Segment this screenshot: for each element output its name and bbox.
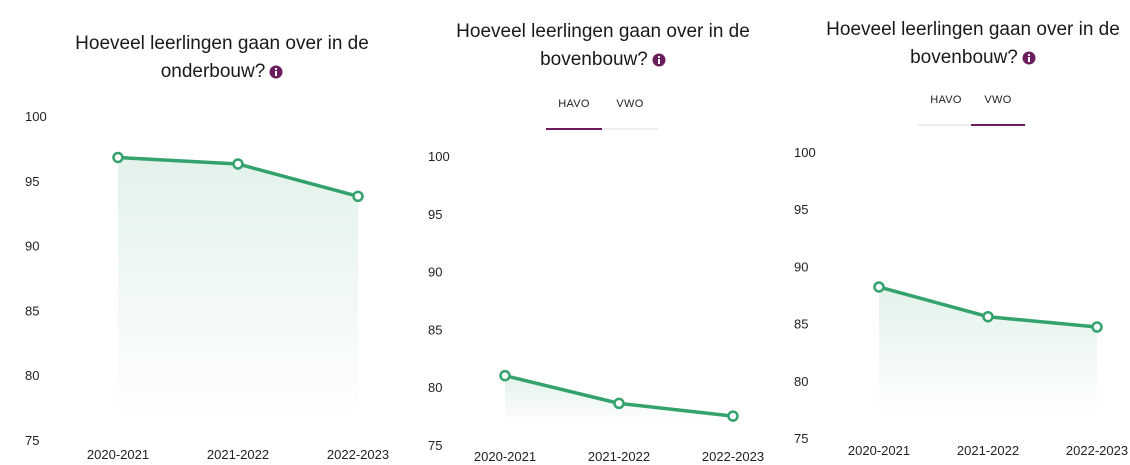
x-tick-label: 2020-2021 [474, 449, 536, 464]
x-tick-label: 2022-2023 [1066, 443, 1128, 458]
y-tick-label: 95 [25, 174, 39, 189]
x-tick-label: 2021-2022 [588, 449, 650, 464]
x-tick-label: 2021-2022 [957, 443, 1019, 458]
chart-title: Hoeveel leerlingen gaan over in de boven… [810, 16, 1130, 72]
point [1091, 321, 1103, 333]
tab[interactable]: VWO [984, 94, 1011, 106]
point [352, 190, 364, 203]
y-tick-label: 85 [794, 317, 808, 332]
area [505, 375, 733, 425]
chart: 7580859095100HAVOHAVOVWO2020-20212021-20… [428, 98, 764, 464]
x-tick-label: 2022-2023 [702, 449, 764, 464]
y-tick-label: 80 [794, 374, 808, 389]
point [232, 158, 244, 170]
y-tick-label: 90 [428, 265, 442, 280]
y-tick-label: 85 [428, 322, 442, 337]
title-text: Hoeveel leerlingen gaan over in de boven… [826, 19, 1120, 68]
info-icon[interactable] [652, 53, 666, 67]
chart-panel: Hoeveel leerlingen gaan over in de onder… [0, 0, 410, 465]
info-icon[interactable] [1022, 51, 1036, 65]
y-tick-label: 75 [428, 438, 442, 453]
x-tick-label: 2021-2022 [207, 447, 269, 462]
point [499, 369, 511, 382]
info-icon[interactable] [269, 65, 283, 79]
y-tick-label: 85 [25, 303, 39, 318]
point [613, 397, 625, 410]
chart-title: Hoeveel leerlingen gaan over in de onder… [52, 30, 392, 86]
y-tick-label: 80 [25, 368, 39, 383]
chart-panel: Hoeveel leerlingen gaan over in de boven… [410, 0, 780, 465]
y-tick-label: 80 [428, 380, 442, 395]
tab[interactable]: VWO [616, 98, 643, 110]
y-tick-label: 75 [794, 431, 808, 446]
chart: 7580859095100HAVOVWOVWO2020-20212021-202… [794, 94, 1128, 458]
y-tick-label: 100 [794, 145, 816, 160]
y-tick-label: 100 [25, 109, 47, 124]
area [118, 157, 358, 421]
y-tick-label: 95 [428, 207, 442, 222]
chart-panel: Hoeveel leerlingen gaan over in de boven… [780, 0, 1130, 465]
y-tick-label: 95 [794, 202, 808, 217]
title-text: Hoeveel leerlingen gaan over in de boven… [456, 21, 750, 70]
chart-title: Hoeveel leerlingen gaan over in de boven… [440, 18, 766, 74]
y-tick-label: 100 [428, 149, 450, 164]
y-tick-label: 90 [794, 259, 808, 274]
title-text: Hoeveel leerlingen gaan over in de onder… [75, 33, 369, 82]
area [879, 286, 1097, 418]
x-tick-label: 2020-2021 [87, 447, 149, 462]
point [727, 410, 739, 422]
y-tick-label: 75 [25, 433, 39, 448]
chart: 75 80 85 90 95 100 2020-2021 2021-2022 2022-2023 [25, 109, 389, 462]
point [982, 310, 994, 323]
point [873, 281, 885, 293]
point [112, 151, 124, 164]
y-tick-label: 90 [25, 239, 39, 254]
x-tick-label: 2020-2021 [848, 443, 910, 458]
tab[interactable]: HAVO [930, 94, 962, 106]
tab[interactable]: HAVO [558, 98, 590, 110]
x-tick-label: 2022-2023 [327, 447, 389, 462]
